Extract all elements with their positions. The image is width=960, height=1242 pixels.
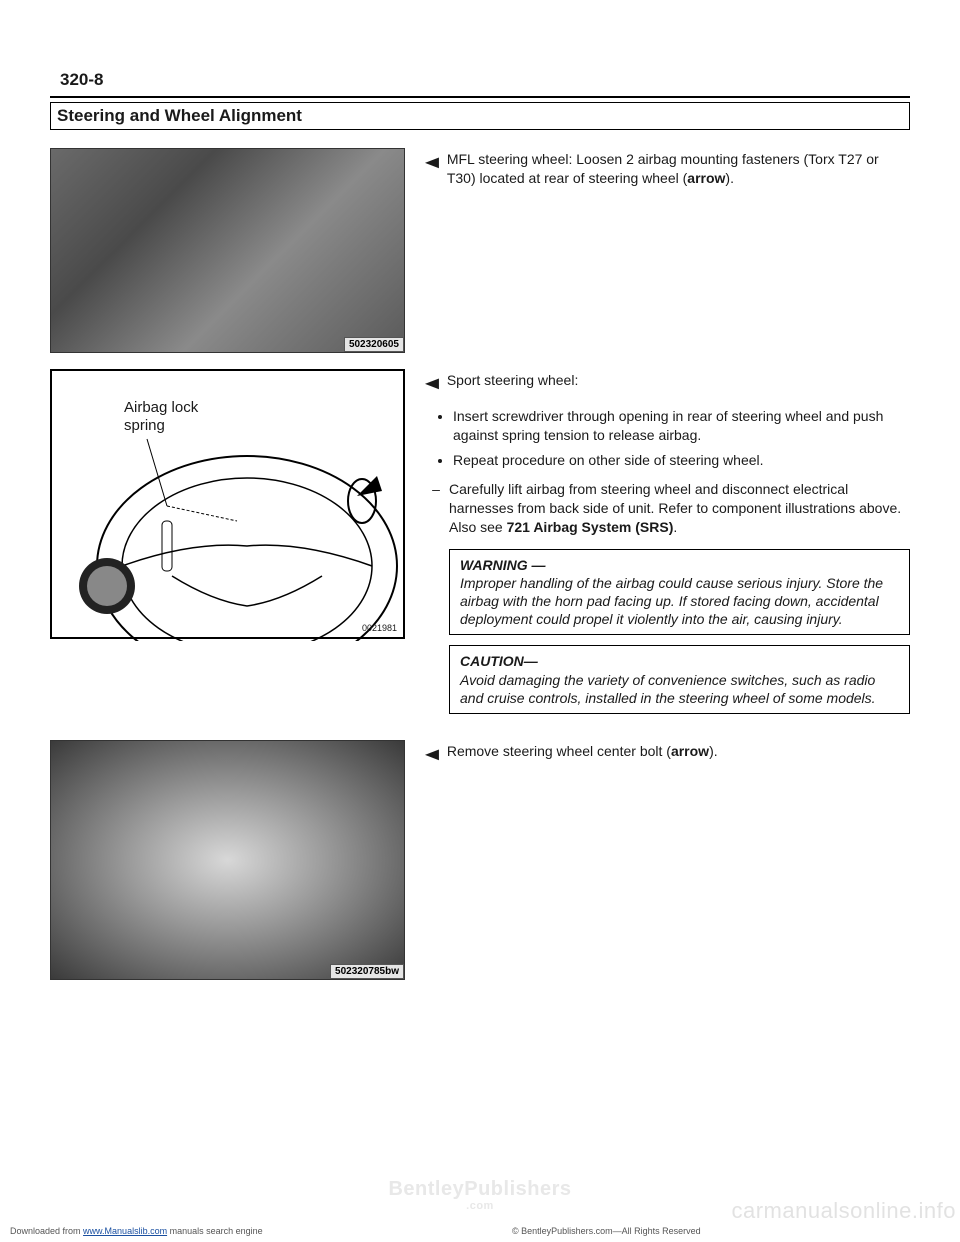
step-3-text: Carefully lift airbag from steering whee… (449, 480, 910, 537)
figure-2-col: Airbag lock spring 0021981 (50, 369, 405, 724)
bullet-item: Insert screwdriver through opening in re… (453, 407, 910, 445)
manual-page: 320-8 Steering and Wheel Alignment 50232… (0, 0, 960, 1026)
row-3: 502320785bw ◄ Remove steering wheel cent… (50, 740, 910, 980)
figure-3-photo: 502320785bw (50, 740, 405, 980)
step-2: ◄ Sport steering wheel: (423, 371, 910, 395)
warning-title: WARNING — (460, 556, 899, 574)
row-2: Airbag lock spring 0021981 (50, 369, 910, 724)
step-4-text: Remove steering wheel center bolt (arrow… (447, 742, 910, 761)
figure-3-col: 502320785bw (50, 740, 405, 980)
warning-box: WARNING — Improper handling of the airba… (449, 549, 910, 636)
figure-3-tag: 502320785bw (330, 964, 404, 979)
section-title-box: Steering and Wheel Alignment (50, 102, 910, 130)
step-1-col: ◄ MFL steering wheel: Loosen 2 airbag mo… (423, 148, 910, 353)
step-2-col: ◄ Sport steering wheel: Insert screwdriv… (423, 369, 910, 724)
caution-title: CAUTION— (460, 652, 899, 670)
row-1: 502320605 ◄ MFL steering wheel: Loosen 2… (50, 148, 910, 353)
figure-2-tag: 0021981 (362, 623, 397, 633)
step-1-text: MFL steering wheel: Loosen 2 airbag moun… (447, 150, 910, 188)
figure-1-tag: 502320605 (344, 337, 404, 352)
section-title: Steering and Wheel Alignment (57, 106, 302, 125)
page-number: 320-8 (60, 70, 910, 90)
caution-box: CAUTION— Avoid damaging the variety of c… (449, 645, 910, 714)
site-watermark: carmanualsonline.info (731, 1198, 956, 1224)
step-4: ◄ Remove steering wheel center bolt (arr… (423, 742, 910, 766)
caution-body: Avoid damaging the variety of convenienc… (460, 671, 899, 707)
publisher-watermark: BentleyPublishers .com (388, 1178, 571, 1212)
warning-body: Improper handling of the airbag could ca… (460, 574, 899, 629)
arrow-left-icon: ◄ (420, 742, 443, 766)
figure-1-photo: 502320605 (50, 148, 405, 353)
steering-wheel-svg (52, 371, 407, 641)
manualslib-link[interactable]: www.Manualslib.com (83, 1226, 167, 1236)
header-rule (50, 96, 910, 98)
figure-1-col: 502320605 (50, 148, 405, 353)
step-3: – Carefully lift airbag from steering wh… (423, 480, 910, 537)
figure-2-diagram: Airbag lock spring 0021981 (50, 369, 405, 639)
arrow-left-icon: ◄ (420, 371, 443, 395)
step-2-lead: Sport steering wheel: (447, 371, 910, 390)
bullet-item: Repeat procedure on other side of steeri… (453, 451, 910, 470)
footer-mid: © BentleyPublishers.com—All Rights Reser… (512, 1226, 701, 1236)
step-1: ◄ MFL steering wheel: Loosen 2 airbag mo… (423, 150, 910, 188)
dash-marker: – (423, 480, 449, 537)
step-4-col: ◄ Remove steering wheel center bolt (arr… (423, 740, 910, 980)
footer-left: Downloaded from www.Manualslib.com manua… (10, 1226, 263, 1236)
page-footer: Downloaded from www.Manualslib.com manua… (10, 1226, 950, 1236)
arrow-left-icon: ◄ (420, 150, 443, 174)
step-2-bullets: Insert screwdriver through opening in re… (423, 407, 910, 470)
